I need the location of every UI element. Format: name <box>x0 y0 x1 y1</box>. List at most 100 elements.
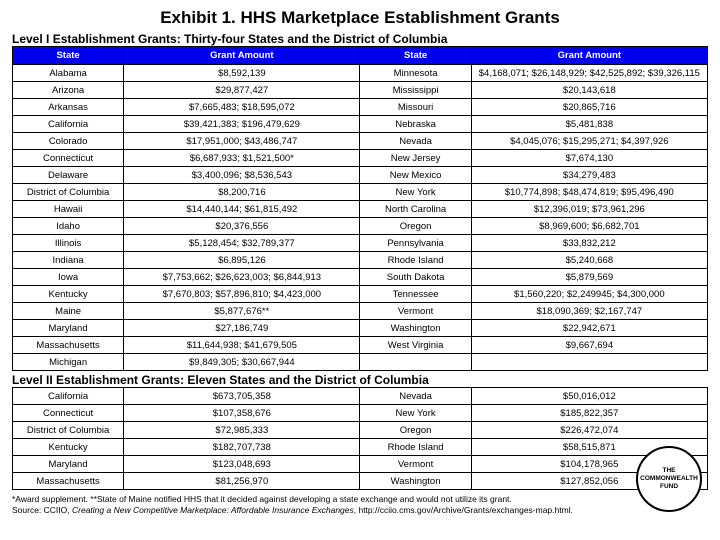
amount-cell: $9,849,305; $30,667,944 <box>124 354 360 371</box>
amount-cell: $4,045,076; $15,295,271; $4,397,926 <box>471 133 707 150</box>
state-cell: Kentucky <box>13 439 124 456</box>
state-cell: Idaho <box>13 218 124 235</box>
footnote-source-label: Source: CCIIO, <box>12 505 72 515</box>
column-header: Grant Amount <box>471 47 707 65</box>
state-cell: Iowa <box>13 269 124 286</box>
amount-cell: $5,877,676** <box>124 303 360 320</box>
state-cell: New Jersey <box>360 150 471 167</box>
amount-cell: $29,877,427 <box>124 82 360 99</box>
state-cell: Washington <box>360 473 471 490</box>
amount-cell: $11,644,938; $41,679,505 <box>124 337 360 354</box>
table-row: Colorado$17,951,000; $43,486,747Nevada$4… <box>13 133 708 150</box>
amount-cell: $33,832,212 <box>471 235 707 252</box>
footnote-line1: *Award supplement. **State of Maine noti… <box>12 494 512 504</box>
state-cell: New York <box>360 184 471 201</box>
state-cell: Tennessee <box>360 286 471 303</box>
badge-line1: THE <box>663 467 676 475</box>
table-row: Maine$5,877,676**Vermont$18,090,369; $2,… <box>13 303 708 320</box>
table-row: Arkansas$7,665,483; $18,595,072Missouri$… <box>13 99 708 116</box>
state-cell: California <box>13 388 124 405</box>
footnote-source-url: , http://cciio.cms.gov/Archive/Grants/ex… <box>354 505 573 515</box>
amount-cell: $10,774,898; $48,474,819; $95,496,490 <box>471 184 707 201</box>
state-cell: Nevada <box>360 388 471 405</box>
state-cell: Rhode Island <box>360 439 471 456</box>
amount-cell <box>471 354 707 371</box>
amount-cell: $72,985,333 <box>124 422 360 439</box>
state-cell: Massachusetts <box>13 473 124 490</box>
state-cell: Minnesota <box>360 65 471 82</box>
badge-line3: FUND <box>660 483 678 491</box>
amount-cell: $5,879,569 <box>471 269 707 286</box>
table-row: Alabama$8,592,139Minnesota$4,168,071; $2… <box>13 65 708 82</box>
state-cell: Michigan <box>13 354 124 371</box>
state-cell: Washington <box>360 320 471 337</box>
section1-subtitle: Level I Establishment Grants: Thirty-fou… <box>12 32 708 46</box>
state-cell: Arizona <box>13 82 124 99</box>
amount-cell: $20,865,716 <box>471 99 707 116</box>
amount-cell: $8,200,716 <box>124 184 360 201</box>
amount-cell: $182,707,738 <box>124 439 360 456</box>
amount-cell: $5,481,838 <box>471 116 707 133</box>
state-cell: Mississippi <box>360 82 471 99</box>
table-row: Arizona$29,877,427Mississippi$20,143,618 <box>13 82 708 99</box>
state-cell: Massachusetts <box>13 337 124 354</box>
state-cell: Pennsylvania <box>360 235 471 252</box>
state-cell: Hawaii <box>13 201 124 218</box>
state-cell: Vermont <box>360 303 471 320</box>
column-header: Grant Amount <box>124 47 360 65</box>
state-cell: Vermont <box>360 456 471 473</box>
commonwealth-fund-logo: THE COMMONWEALTH FUND <box>636 446 702 512</box>
state-cell: Rhode Island <box>360 252 471 269</box>
exhibit-title: Exhibit 1. HHS Marketplace Establishment… <box>12 8 708 28</box>
badge-line2: COMMONWEALTH <box>640 475 698 483</box>
amount-cell: $5,240,668 <box>471 252 707 269</box>
state-cell: Missouri <box>360 99 471 116</box>
state-cell: Delaware <box>13 167 124 184</box>
table-row: Delaware$3,400,096; $8,536,543New Mexico… <box>13 167 708 184</box>
amount-cell: $7,665,483; $18,595,072 <box>124 99 360 116</box>
amount-cell: $20,143,618 <box>471 82 707 99</box>
state-cell: California <box>13 116 124 133</box>
amount-cell: $185,822,357 <box>471 405 707 422</box>
table-row: Maryland$27,186,749Washington$22,942,671 <box>13 320 708 337</box>
amount-cell: $17,951,000; $43,486,747 <box>124 133 360 150</box>
amount-cell: $7,753,662; $26,623,003; $6,844,913 <box>124 269 360 286</box>
amount-cell: $6,895,126 <box>124 252 360 269</box>
table-row: California$673,705,358Nevada$50,016,012 <box>13 388 708 405</box>
table-row: Hawaii$14,440,144; $61,815,492North Caro… <box>13 201 708 218</box>
amount-cell: $7,670,803; $57,896,810; $4,423,000 <box>124 286 360 303</box>
amount-cell: $107,358,676 <box>124 405 360 422</box>
state-cell: Colorado <box>13 133 124 150</box>
amount-cell: $34,279,483 <box>471 167 707 184</box>
amount-cell: $27,186,749 <box>124 320 360 337</box>
table-row: Kentucky$7,670,803; $57,896,810; $4,423,… <box>13 286 708 303</box>
amount-cell: $3,400,096; $8,536,543 <box>124 167 360 184</box>
state-cell: Nevada <box>360 133 471 150</box>
amount-cell: $8,592,139 <box>124 65 360 82</box>
table-row: District of Columbia$72,985,333Oregon$22… <box>13 422 708 439</box>
amount-cell: $123,048,693 <box>124 456 360 473</box>
table-row: Iowa$7,753,662; $26,623,003; $6,844,913S… <box>13 269 708 286</box>
state-cell: Connecticut <box>13 150 124 167</box>
footnote-source-title: Creating a New Competitive Marketplace: … <box>72 505 354 515</box>
section2-subtitle: Level II Establishment Grants: Eleven St… <box>12 373 708 387</box>
table-row: Illinois$5,128,454; $32,789,377Pennsylva… <box>13 235 708 252</box>
state-cell: Connecticut <box>13 405 124 422</box>
state-cell: District of Columbia <box>13 422 124 439</box>
amount-cell: $18,090,369; $2,167,747 <box>471 303 707 320</box>
amount-cell: $81,256,970 <box>124 473 360 490</box>
state-cell: Oregon <box>360 218 471 235</box>
amount-cell: $20,376,556 <box>124 218 360 235</box>
amount-cell: $22,942,671 <box>471 320 707 337</box>
state-cell: Maryland <box>13 320 124 337</box>
amount-cell: $226,472,074 <box>471 422 707 439</box>
amount-cell: $4,168,071; $26,148,929; $42,525,892; $3… <box>471 65 707 82</box>
table-row: Connecticut$6,687,933; $1,521,500*New Je… <box>13 150 708 167</box>
table-row: Idaho$20,376,556Oregon$8,969,600; $6,682… <box>13 218 708 235</box>
state-cell: Alabama <box>13 65 124 82</box>
table-row: Maryland$123,048,693Vermont$104,178,965 <box>13 456 708 473</box>
amount-cell: $14,440,144; $61,815,492 <box>124 201 360 218</box>
amount-cell: $8,969,600; $6,682,701 <box>471 218 707 235</box>
amount-cell: $39,421,383; $196,479,629 <box>124 116 360 133</box>
state-cell: Arkansas <box>13 99 124 116</box>
